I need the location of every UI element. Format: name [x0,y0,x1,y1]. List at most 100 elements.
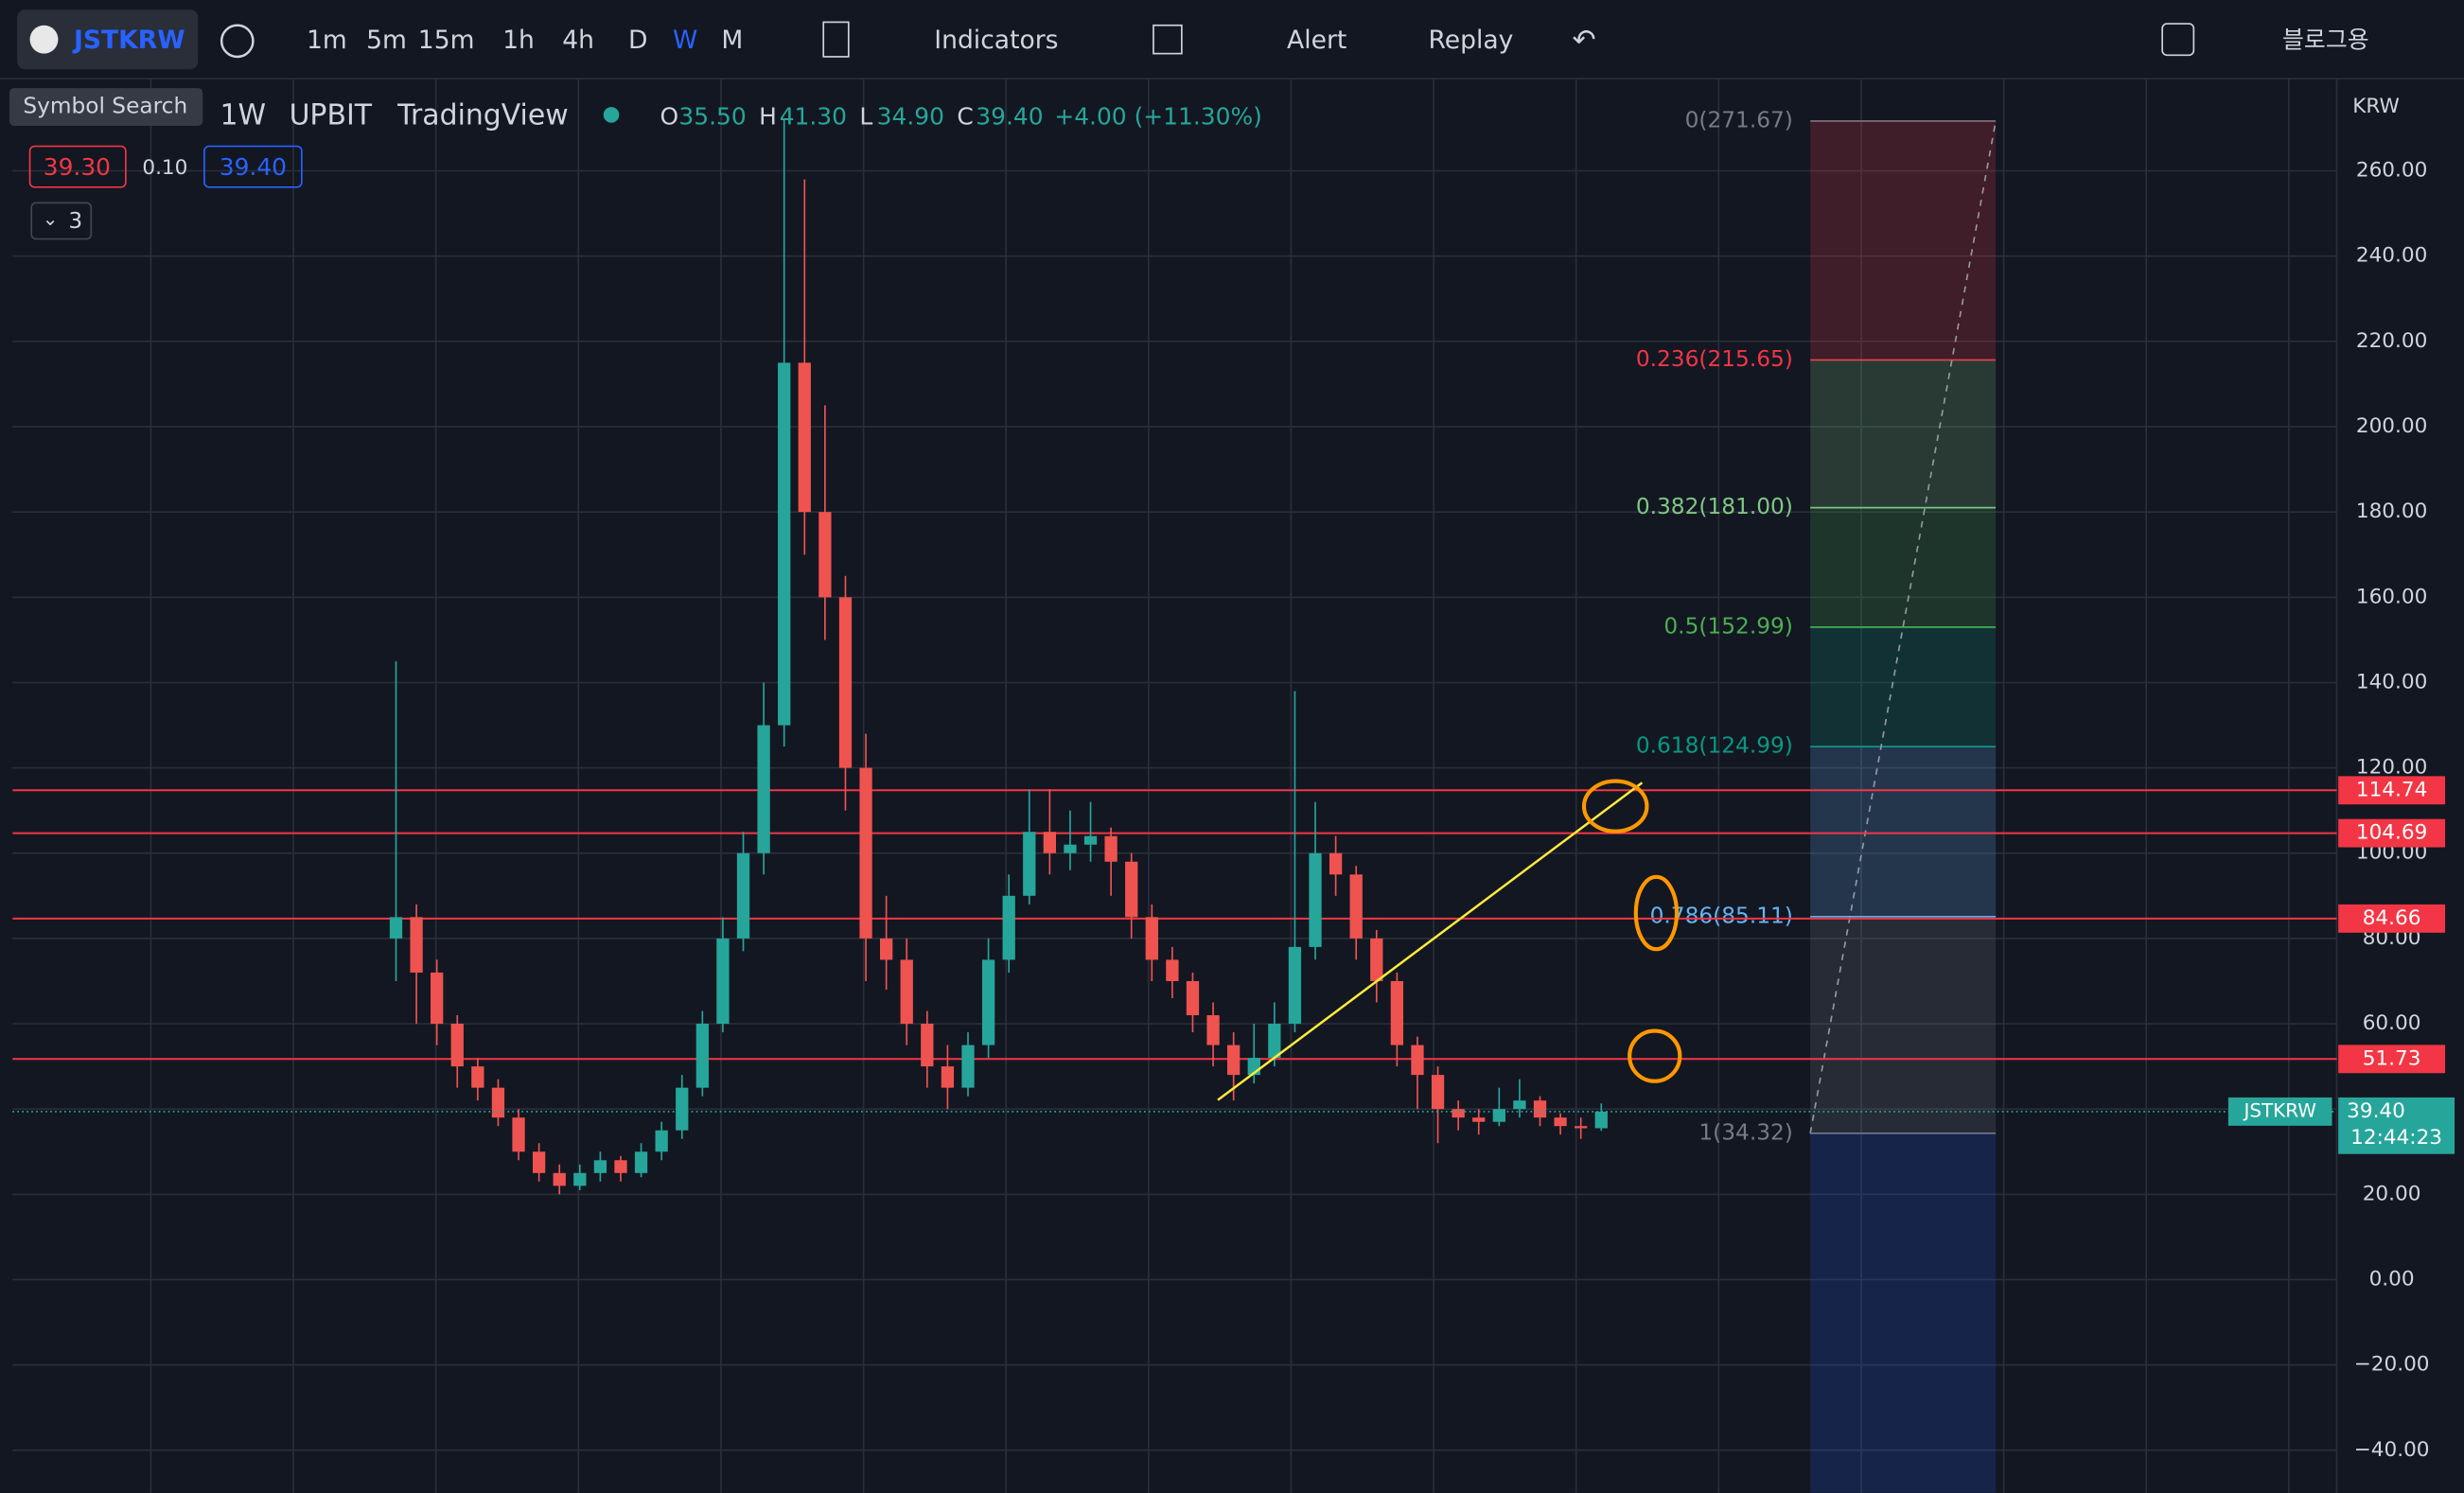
exchange: UPBIT [290,99,373,132]
candle [838,575,853,811]
candle-body [757,725,770,853]
source: TradingView [396,99,569,132]
fib-band [1810,507,1997,627]
y-tick-label: 240.00 [2356,244,2428,268]
candle-body [981,959,995,1045]
candle-body [900,959,913,1025]
replay[interactable]: Replay [1429,26,1514,55]
candle-body [1083,835,1098,845]
chart-type[interactable] [822,21,850,58]
buy[interactable]: 39.40 [220,153,287,181]
candle-body [532,1151,546,1173]
interval-button[interactable]: 4h [562,26,594,55]
candle-body [1472,1117,1486,1122]
candle [431,959,444,1045]
drawings [1217,779,1682,1101]
y-tick-label: 120.00 [2356,756,2428,780]
symbol-button[interactable] [17,9,199,70]
interval-button[interactable]: M [721,26,743,55]
indicators[interactable]: Indicators [934,26,1058,55]
candle-body [1594,1111,1608,1129]
candle [1104,827,1118,896]
candle [941,1045,955,1110]
symbol[interactable]: JSTKRW [72,26,185,55]
candle [981,938,995,1059]
candle-body [1309,852,1322,947]
interval-button[interactable]: 1m [307,26,347,55]
candle-body [573,1172,587,1186]
fib-band [1810,916,1997,1133]
fib-label: 1(34.32) [1698,1119,1792,1145]
candle [798,179,811,555]
level-tag-label: 104.69 [2356,821,2428,845]
currency[interactable]: KRW [2352,95,2400,118]
candle-body [1227,1045,1241,1076]
candle [1554,1113,1567,1135]
toolbar [0,0,2464,79]
indicator-toggle[interactable] [30,202,93,240]
countdown: 12:44:23 [2350,1126,2442,1150]
candle-body [389,917,403,939]
interval-button[interactable]: 1h [502,26,535,55]
intervals: 1m 5m 15m 1h 4h D W M [307,26,743,55]
interval-button[interactable]: 5m [366,26,407,55]
sell[interactable]: 39.30 [44,153,111,181]
candle [1125,852,1138,939]
alert[interactable]: Alert [1287,26,1346,55]
candle [695,1010,709,1097]
candle [1594,1103,1608,1132]
candle [1268,1002,1281,1067]
candle-body [471,1066,484,1088]
sell-box[interactable] [28,145,127,188]
level-tag [2338,818,2446,848]
y-tick-label: 180.00 [2356,500,2428,523]
candle-body [1349,874,1363,939]
candles [12,119,2337,1195]
y-tick-label: 220.00 [2356,329,2428,353]
candle [634,1143,648,1178]
candle-body [1452,1109,1465,1118]
candle-body [1431,1075,1445,1110]
candle-body [431,972,444,1025]
add-symbol[interactable] [220,24,255,59]
tooltip-bg [9,88,203,127]
status [603,107,620,123]
undo[interactable]: ↶ [1572,24,1595,57]
level-tag [2338,904,2446,933]
interval-button[interactable]: D [628,26,647,55]
layout[interactable]: 블로그용 [2282,26,2369,53]
candle-body [798,362,811,513]
candle [859,733,872,981]
candle-body [1554,1117,1567,1127]
h-key: H [759,103,777,131]
candle-body [1064,844,1077,853]
fullscreen[interactable] [2161,23,2195,57]
buy-box[interactable] [203,145,303,188]
candle-body [818,512,832,598]
fib-band [1810,746,1997,917]
candle [1575,1117,1588,1139]
chevron: ⌄ [43,208,59,230]
candle [532,1143,546,1182]
candle-body [941,1066,955,1088]
candle [1043,789,1056,875]
fib-label: 0.382(181.00) [1636,494,1793,519]
symbol-tag [2227,1097,2332,1126]
interval-button[interactable]: W [673,26,697,55]
templates[interactable] [1153,24,1183,55]
candle [716,917,730,1033]
candle [736,832,750,952]
candle-body [695,1024,709,1088]
fib-retracement: 0(271.67) 0.236(215.65) 0.382(181.00) 0.5(1… [1636,107,1997,1493]
y-tick-label: 60.00 [2363,1011,2421,1035]
fib-label: 0(271.67) [1685,107,1793,132]
candle-body [716,938,730,1025]
candle-body [1575,1126,1588,1129]
candle-body [1125,861,1138,918]
candle [921,1010,934,1088]
candle [593,1151,607,1182]
interval-button[interactable]: 15m [418,26,475,55]
level-tag-label: 51.73 [2363,1046,2421,1070]
candle [818,405,832,641]
